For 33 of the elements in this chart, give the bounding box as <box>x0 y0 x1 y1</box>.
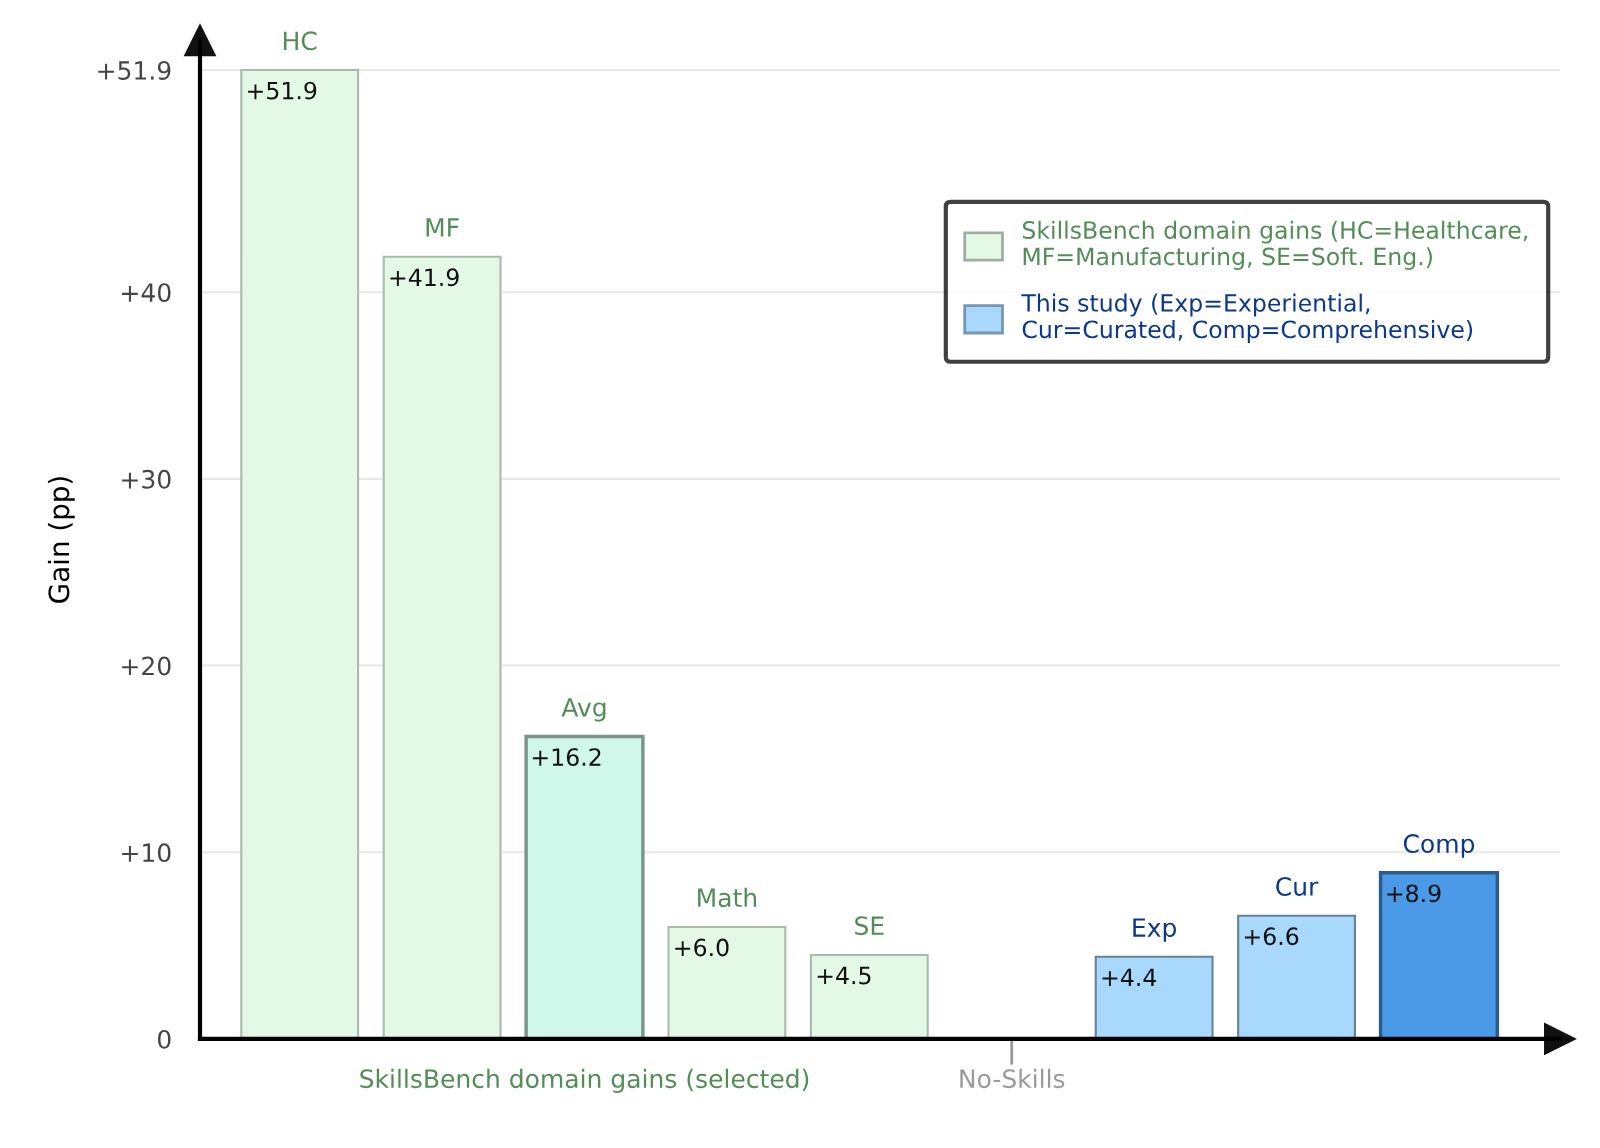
bar <box>667 925 787 1039</box>
x-tick-label: No-Skills <box>960 1068 1065 1089</box>
bar <box>809 953 929 1039</box>
y-tick-label: +51.9 <box>98 60 171 80</box>
x-tick-label: Comp <box>1403 834 1475 858</box>
data-label: +16.2 <box>532 748 601 766</box>
y-tick-label: 0 <box>157 1029 171 1049</box>
x-tick-label: Math <box>698 887 757 908</box>
y-tick-label: +10 <box>122 843 171 863</box>
x-tick-label: Cur <box>1276 877 1319 896</box>
bar <box>1094 955 1214 1039</box>
x-tick-label: HC <box>284 31 317 51</box>
y-axis-title: Gain (pp) <box>47 477 75 603</box>
x-tick-label: SE <box>855 916 884 936</box>
y-tick-label: +20 <box>122 656 171 676</box>
bar <box>382 255 502 1039</box>
data-label: +6.0 <box>675 938 729 957</box>
data-label: +6.6 <box>1244 927 1299 946</box>
x-tick-label: Exp <box>1133 918 1176 942</box>
legend-label: SkillsBench domain gains (HC=Healthcare, MF=Manufacturing, SE=Soft. Eng.) <box>1022 220 1527 270</box>
text: SkillsBench domain gains (selected) <box>360 1068 809 1093</box>
y-tick-label: +30 <box>122 469 171 489</box>
data-label: +8.9 <box>1387 884 1441 903</box>
x-tick-label: Avg <box>561 698 606 722</box>
data-label: +4.4 <box>1102 968 1157 986</box>
data-label: +4.5 <box>817 966 871 985</box>
bar <box>1237 914 1356 1039</box>
y-tick-label: +40 <box>122 283 171 303</box>
legend-label: This study (Exp=Experiential, Cur=Curated, Comp=Comprehensive) <box>1021 293 1473 343</box>
x-tick-label: MF <box>426 218 459 237</box>
data-label: +41.9 <box>390 268 459 287</box>
bar <box>240 69 360 1039</box>
data-label: +51.9 <box>248 81 317 100</box>
